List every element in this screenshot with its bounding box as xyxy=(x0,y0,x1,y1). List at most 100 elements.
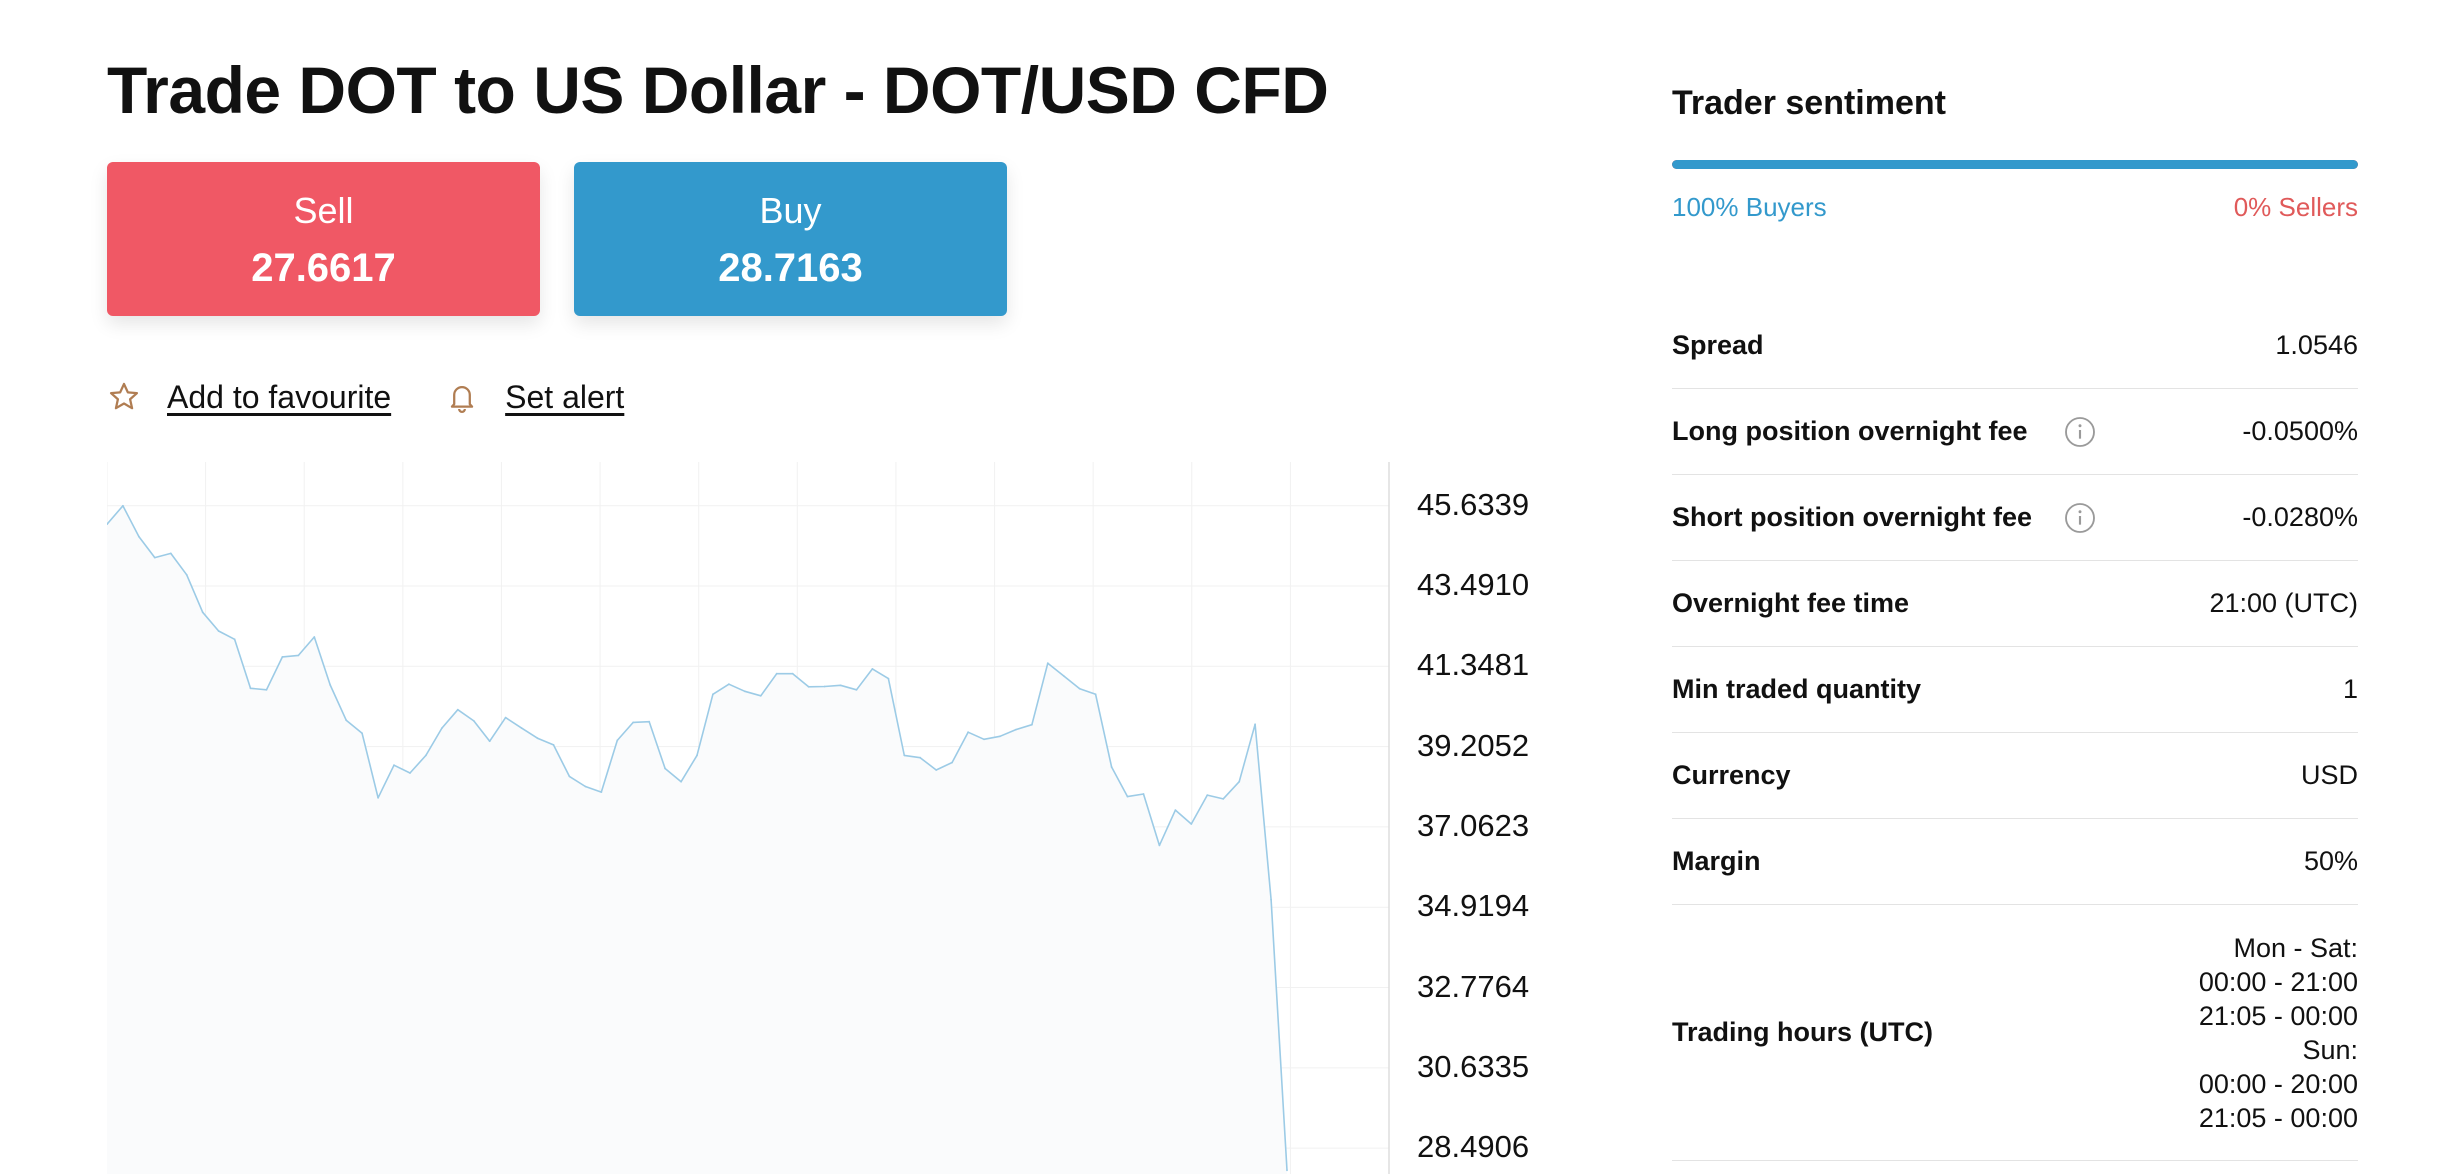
price-point xyxy=(345,719,348,722)
price-area xyxy=(107,505,1287,1174)
price-point xyxy=(1174,809,1177,811)
info-icon[interactable] xyxy=(2064,416,2096,448)
price-point xyxy=(712,693,714,696)
page-title: Trade DOT to US Dollar - DOT/USD CFD xyxy=(107,53,1329,127)
price-point xyxy=(265,688,268,691)
detail-row-spread: Spread 1.0546 xyxy=(1672,303,2358,389)
price-point xyxy=(472,720,475,722)
price-point xyxy=(488,740,491,743)
price-point xyxy=(568,775,571,778)
price-point xyxy=(775,672,778,675)
add-to-favourite-link[interactable]: Add to favourite xyxy=(107,379,391,416)
price-point xyxy=(1126,795,1129,798)
price-point xyxy=(520,727,523,729)
price-point xyxy=(1286,1169,1288,1172)
price-point xyxy=(807,685,810,688)
sentiment-buyers: 100% Buyers xyxy=(1672,192,1827,222)
add-to-favourite-label: Add to favourite xyxy=(167,378,392,415)
price-point xyxy=(504,716,507,719)
price-point xyxy=(903,754,906,757)
price-point xyxy=(281,656,284,658)
price-point xyxy=(600,791,603,793)
detail-row-currency: Currency USD xyxy=(1672,733,2358,819)
price-point xyxy=(169,552,172,555)
instrument-details: Trader sentiment 100% Buyers 0% Sellers … xyxy=(1672,0,2358,1174)
price-point xyxy=(1046,662,1049,665)
price-point xyxy=(441,727,443,729)
price-point xyxy=(759,694,762,697)
price-point xyxy=(217,630,220,632)
price-point xyxy=(871,668,874,670)
price-point xyxy=(1142,793,1145,795)
price-point xyxy=(616,739,619,742)
price-point xyxy=(951,761,953,764)
sell-label: Sell xyxy=(293,190,354,231)
detail-key: Overnight fee time xyxy=(1672,588,1910,618)
price-point xyxy=(1206,794,1209,796)
price-point xyxy=(552,744,555,746)
info-icon[interactable] xyxy=(2064,502,2096,534)
price-point xyxy=(393,764,395,767)
price-point xyxy=(456,708,459,711)
price-point xyxy=(536,737,539,740)
price-chart[interactable]: 45.6339 43.4910 41.3481 39.2052 37.0623 34.91… xyxy=(107,462,1547,1174)
price-point xyxy=(185,573,188,576)
price-point xyxy=(313,636,316,638)
set-alert-link[interactable]: Set alert xyxy=(445,379,624,416)
instrument-actions: Add to favourite Set alert xyxy=(107,372,678,422)
sell-button[interactable]: Sell 27.6617 xyxy=(107,162,540,316)
detail-row-trading-hours: Trading hours (UTC) Mon - Sat: 00:00 - 2… xyxy=(1672,905,2358,1161)
price-point xyxy=(361,732,363,735)
sentiment-sellers: 0% Sellers xyxy=(2233,192,2358,222)
price-chart-canvas xyxy=(107,462,1390,1174)
y-tick-label: 41.3481 xyxy=(1417,647,1530,683)
price-point xyxy=(1238,780,1241,783)
price-point xyxy=(855,688,858,691)
price-point xyxy=(1015,728,1017,731)
sentiment-title: Trader sentiment xyxy=(1672,84,1946,122)
detail-value: -0.0280% xyxy=(2242,502,2358,532)
price-point xyxy=(839,684,842,687)
buy-button[interactable]: Buy 28.7163 xyxy=(574,162,1007,316)
y-tick-label: 30.6335 xyxy=(1417,1048,1530,1084)
detail-key: Spread xyxy=(1672,330,1764,360)
price-point xyxy=(249,687,252,690)
sentiment-bar xyxy=(1672,160,2358,169)
price-point xyxy=(823,685,826,688)
price-point xyxy=(1094,693,1097,696)
price-point xyxy=(999,735,1001,738)
detail-key: Margin xyxy=(1672,846,1761,876)
y-tick-label: 34.9194 xyxy=(1417,888,1530,924)
price-point xyxy=(107,523,108,526)
details-table: Spread 1.0546 Long position overnight fe… xyxy=(1672,303,2358,1161)
price-point xyxy=(1078,687,1081,690)
price-point xyxy=(1270,898,1272,901)
buy-label: Buy xyxy=(759,190,822,231)
price-point xyxy=(1190,823,1193,825)
price-point xyxy=(696,754,698,757)
price-point xyxy=(935,769,938,771)
detail-value: 50% xyxy=(2303,846,2358,876)
price-point xyxy=(680,780,682,783)
price-point xyxy=(743,690,746,693)
detail-value: 1.0546 xyxy=(2275,330,2358,360)
detail-row-min-quantity: Min traded quantity 1 xyxy=(1672,647,2358,733)
price-point xyxy=(297,654,300,657)
price-point xyxy=(425,754,427,757)
price-point xyxy=(632,721,635,724)
price-point xyxy=(1158,844,1161,847)
detail-value: 21:00 (UTC) xyxy=(2209,588,2358,618)
price-point xyxy=(233,638,236,641)
detail-value: -0.0500% xyxy=(2242,416,2358,446)
detail-key: Short position overnight fee xyxy=(1672,502,2033,532)
y-tick-label: 45.6339 xyxy=(1417,486,1530,522)
price-point xyxy=(377,796,379,799)
y-tick-label: 37.0623 xyxy=(1417,807,1530,843)
price-point xyxy=(122,504,124,507)
y-tick-label: 32.7764 xyxy=(1417,968,1530,1004)
price-point xyxy=(1062,675,1065,677)
price-point xyxy=(584,785,587,788)
sentiment-bar-fill xyxy=(1672,160,2358,169)
price-point xyxy=(1031,723,1033,726)
detail-key: Min traded quantity xyxy=(1672,674,1921,704)
